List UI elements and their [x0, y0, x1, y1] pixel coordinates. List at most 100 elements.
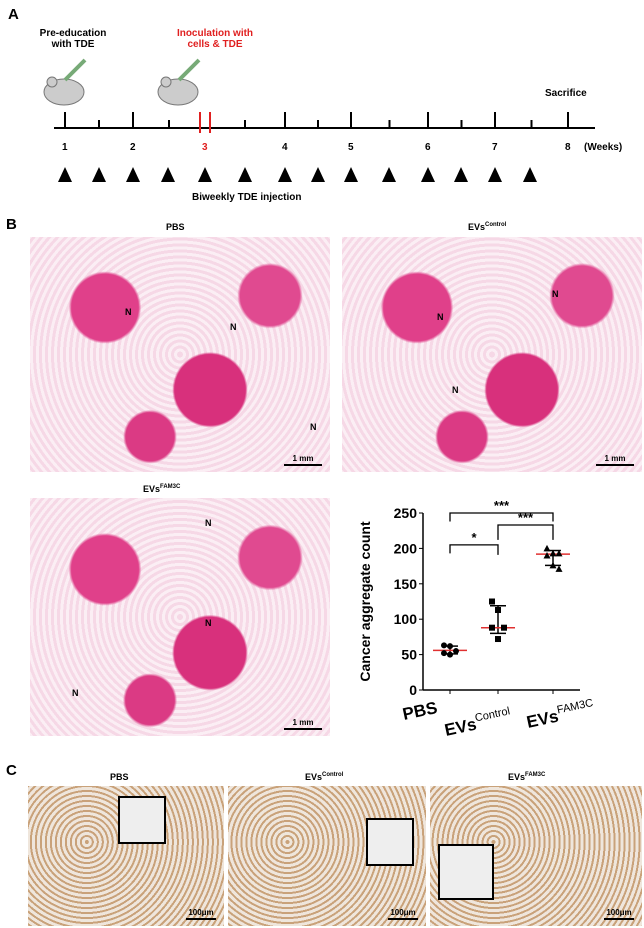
normal-tissue-marker: N — [552, 289, 559, 299]
y-tick-label: 200 — [394, 540, 418, 556]
significance-label: *** — [518, 510, 534, 525]
y-tick-label: 50 — [401, 647, 417, 663]
timeline — [43, 58, 595, 182]
data-point — [441, 642, 447, 649]
injection-arrowhead — [382, 167, 396, 182]
pbs-title: PBS — [166, 222, 185, 232]
sacrifice-label: Sacrifice — [545, 88, 587, 99]
ihc-image-evs-fam3c: 100μm — [430, 786, 642, 926]
data-point — [489, 598, 495, 605]
normal-tissue-marker: N — [437, 312, 444, 322]
scale-bar: 100μm — [388, 908, 418, 920]
normal-tissue-marker: N — [310, 422, 317, 432]
injection-arrowhead — [198, 167, 212, 182]
ihc-image-evs-control: 100μm — [228, 786, 426, 926]
scale-bar: 100μm — [186, 908, 216, 920]
scale-label: 1 mm — [292, 454, 314, 463]
week-label: 7 — [492, 142, 498, 153]
x-tick-label: PBS — [401, 698, 439, 724]
scale-bar: 100μm — [604, 908, 634, 920]
pre-education-label: Pre-education with TDE — [38, 28, 108, 50]
scale-label: 100μm — [606, 908, 632, 917]
pre-education-line: with TDE — [51, 39, 95, 50]
data-point — [453, 648, 459, 655]
scale-label: 1 mm — [292, 718, 314, 727]
data-point — [549, 561, 557, 569]
injection-arrowhead — [161, 167, 175, 182]
injection-arrowhead — [344, 167, 358, 182]
scatter-chart: 0 50 100 150 200 250 Cancer aggregate count PBS… — [357, 498, 596, 740]
inset-zoom — [438, 844, 494, 900]
inoculation-line: cells & TDE — [187, 39, 243, 50]
injection-arrowhead — [278, 167, 292, 182]
scale-bar: 1 mm — [284, 718, 322, 730]
injection-arrowhead — [421, 167, 435, 182]
week-label: 2 — [130, 142, 136, 153]
week-label: 3 — [202, 142, 208, 153]
normal-tissue-marker: N — [452, 385, 459, 395]
significance-label: * — [471, 530, 477, 545]
week-label: 4 — [282, 142, 288, 153]
injection-arrowhead — [523, 167, 537, 182]
data-point — [555, 565, 563, 572]
panel-b-label: B — [6, 216, 17, 233]
injection-arrowhead — [454, 167, 468, 182]
x-tick-label-main: EVs — [443, 715, 478, 740]
x-tick-label-main: EVs — [525, 707, 560, 732]
panel-a-label: A — [8, 6, 19, 23]
injection-arrowhead — [58, 167, 72, 182]
data-point — [543, 544, 551, 552]
lung-section-evs-fam3c: N N N 1 mm — [30, 498, 330, 736]
scale-label: 1 mm — [604, 454, 626, 463]
data-point — [555, 549, 563, 557]
inset-zoom — [366, 818, 414, 866]
data-point — [489, 624, 495, 631]
data-point — [495, 636, 501, 643]
y-tick-label: 250 — [394, 505, 418, 521]
injection-arrowhead — [238, 167, 252, 182]
pre-education-line: Pre-education — [39, 28, 107, 39]
data-point — [543, 551, 551, 559]
data-point — [447, 643, 453, 650]
ihc-pbs-title: PBS — [110, 772, 129, 782]
injection-label: Biweekly TDE injection — [192, 192, 302, 203]
panel-c-label: C — [6, 762, 17, 779]
significance-bracket — [449, 512, 554, 522]
normal-tissue-marker: N — [205, 518, 212, 528]
inoculation-line: Inoculation with — [176, 28, 254, 39]
y-tick-label: 100 — [394, 611, 418, 627]
weeks-unit: (Weeks) — [584, 142, 623, 153]
normal-tissue-marker: N — [125, 307, 132, 317]
significance-bracket — [497, 524, 554, 540]
x-tick-label-sup: FAM3C — [556, 697, 594, 716]
y-tick-label: 0 — [409, 682, 417, 698]
scale-bar: 1 mm — [596, 454, 634, 466]
ihc-evs-fam3c-title: EVsFAM3C — [508, 772, 546, 782]
mouse-icon — [157, 58, 201, 106]
lung-section-pbs: N N N 1 mm — [30, 237, 330, 472]
evs-fam3c-title: EVsFAM3C — [143, 484, 181, 494]
y-tick-label: 150 — [394, 576, 418, 592]
data-point — [441, 650, 447, 657]
week-label: 5 — [348, 142, 354, 153]
injection-arrowhead — [311, 167, 325, 182]
normal-tissue-marker: N — [205, 618, 212, 628]
data-point — [549, 549, 557, 557]
x-tick-label: EVsFAM3C — [524, 697, 596, 732]
x-tick-label-sup: Control — [474, 705, 511, 724]
inset-zoom — [118, 796, 166, 844]
week-label: 8 — [565, 142, 571, 153]
injection-arrowhead — [488, 167, 502, 182]
injection-arrowhead — [92, 167, 106, 182]
data-point — [501, 624, 507, 631]
injection-arrowhead — [126, 167, 140, 182]
inoculation-label: Inoculation with cells & TDE — [170, 28, 260, 50]
ihc-evs-control-title: EVsControl — [305, 772, 344, 782]
scale-bar: 1 mm — [284, 454, 322, 466]
mouse-icon — [43, 58, 87, 106]
scale-label: 100μm — [188, 908, 214, 917]
x-tick-label: EVsControl — [442, 705, 512, 740]
normal-tissue-marker: N — [230, 322, 237, 332]
lung-section-evs-control: N N N 1 mm — [342, 237, 642, 472]
data-point — [495, 606, 501, 613]
